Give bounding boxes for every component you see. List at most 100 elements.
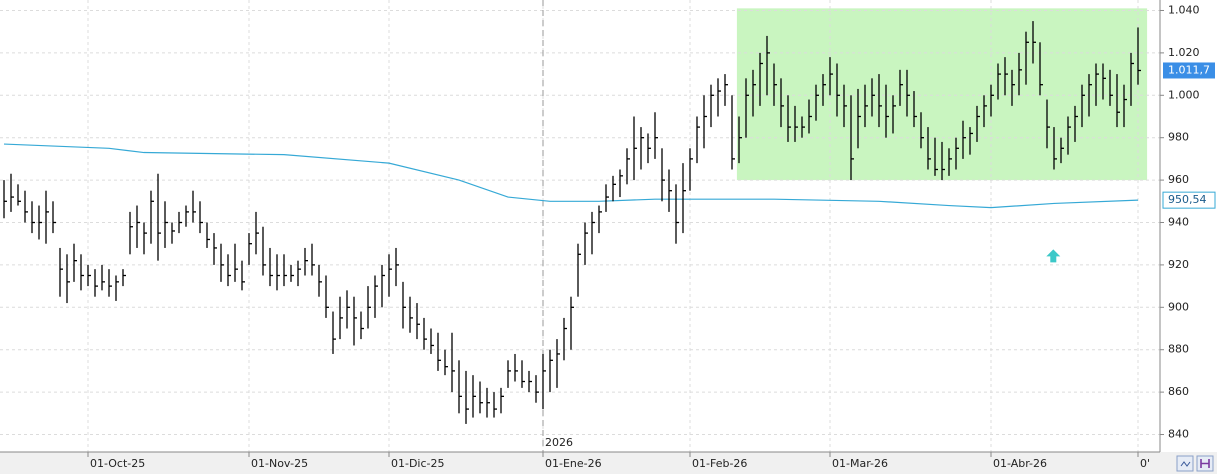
price-bar [255, 211, 259, 255]
price-bar [1088, 74, 1092, 117]
price-bar [136, 205, 140, 248]
y-tick-label: 860 [1168, 385, 1189, 398]
price-bar [654, 112, 658, 159]
price-bar [850, 95, 854, 181]
price-bar [913, 91, 917, 128]
price-bar [213, 233, 217, 265]
price-bar [248, 233, 252, 265]
price-bar [808, 99, 812, 134]
price-bar [1039, 42, 1043, 96]
price-bar [220, 243, 224, 282]
price-bar [556, 339, 560, 388]
price-bar [10, 173, 14, 212]
price-bar [815, 84, 819, 121]
price-bar [171, 222, 175, 244]
price-bar [1081, 84, 1085, 128]
price-bar [780, 78, 784, 128]
price-bar [1018, 52, 1022, 96]
price-bar [206, 222, 210, 248]
price-bar [969, 127, 973, 155]
x-tick-label: 01-Abr-26 [993, 457, 1047, 470]
price-bar [1025, 31, 1029, 85]
price-bar [192, 190, 196, 223]
price-bar [570, 296, 574, 350]
price-bar [927, 127, 931, 170]
y-tick-label: 880 [1168, 343, 1189, 356]
price-bar [444, 349, 448, 376]
price-bar [185, 205, 189, 227]
price-bar [87, 264, 91, 287]
price-bar [451, 332, 455, 393]
moving-average [3, 143, 1139, 209]
price-bar [1116, 74, 1120, 128]
price-bar [675, 184, 679, 244]
price-bar [430, 328, 434, 354]
price-bar [689, 148, 693, 191]
price-bar [458, 360, 462, 414]
y-tick-label: 980 [1168, 131, 1189, 144]
price-bar [325, 275, 329, 318]
price-bar [374, 275, 378, 318]
price-bar [479, 381, 483, 414]
price-bar [605, 184, 609, 212]
price-bar [773, 63, 777, 106]
price-bar [332, 311, 336, 354]
last-price-tag [1163, 62, 1215, 79]
price-bar [339, 296, 343, 340]
price-bar [521, 360, 525, 388]
price-bar [472, 375, 476, 418]
price-bar [738, 116, 742, 164]
price-bar [682, 163, 686, 234]
price-bar [920, 112, 924, 149]
ma-price-tag [1162, 191, 1216, 209]
price-bar [157, 173, 161, 261]
price-bar [416, 303, 420, 340]
price-bar [199, 201, 203, 234]
price-bar [1109, 69, 1113, 106]
signal-arrow [1046, 249, 1061, 263]
price-bar [241, 260, 245, 291]
price-bar [717, 78, 721, 117]
price-bar [52, 201, 56, 234]
price-bar [878, 74, 882, 128]
price-bar [1123, 84, 1127, 128]
price-bar [1067, 116, 1071, 155]
price-bar [514, 353, 518, 382]
price-bar [276, 254, 280, 291]
price-bar [402, 281, 406, 329]
price-bar [346, 290, 350, 329]
y-tick-label: 840 [1168, 428, 1189, 441]
price-bar [843, 84, 847, 128]
price-bar [1032, 21, 1036, 64]
x-tick-label: 01-Feb-26 [692, 457, 747, 470]
y-tick-label: 1.020 [1168, 46, 1200, 59]
price-bar [934, 137, 938, 176]
price-bar [45, 190, 49, 244]
price-bar [360, 311, 364, 340]
price-bar [759, 52, 763, 106]
price-bar [864, 84, 868, 128]
price-bar [164, 201, 168, 248]
price-bar [290, 264, 294, 282]
x-tick-label: 0' [1140, 457, 1150, 470]
price-bar [962, 120, 966, 159]
price-bar [465, 370, 469, 424]
price-bar [661, 148, 665, 202]
price-bar [857, 88, 861, 149]
price-bar [507, 360, 511, 388]
price-bar [1053, 127, 1057, 170]
price-bar [703, 95, 707, 149]
price-bar [381, 264, 385, 308]
price-bar [1130, 52, 1134, 106]
price-bar [395, 247, 399, 287]
price-bar [955, 137, 959, 170]
price-bar [38, 205, 42, 240]
price-bar [668, 169, 672, 212]
price-bar [143, 222, 147, 255]
price-bar [647, 133, 651, 164]
plot-area [0, 0, 1160, 452]
price-bar [941, 141, 945, 181]
price-bar [101, 264, 105, 291]
x-tick-label: 01-Nov-25 [251, 457, 308, 470]
